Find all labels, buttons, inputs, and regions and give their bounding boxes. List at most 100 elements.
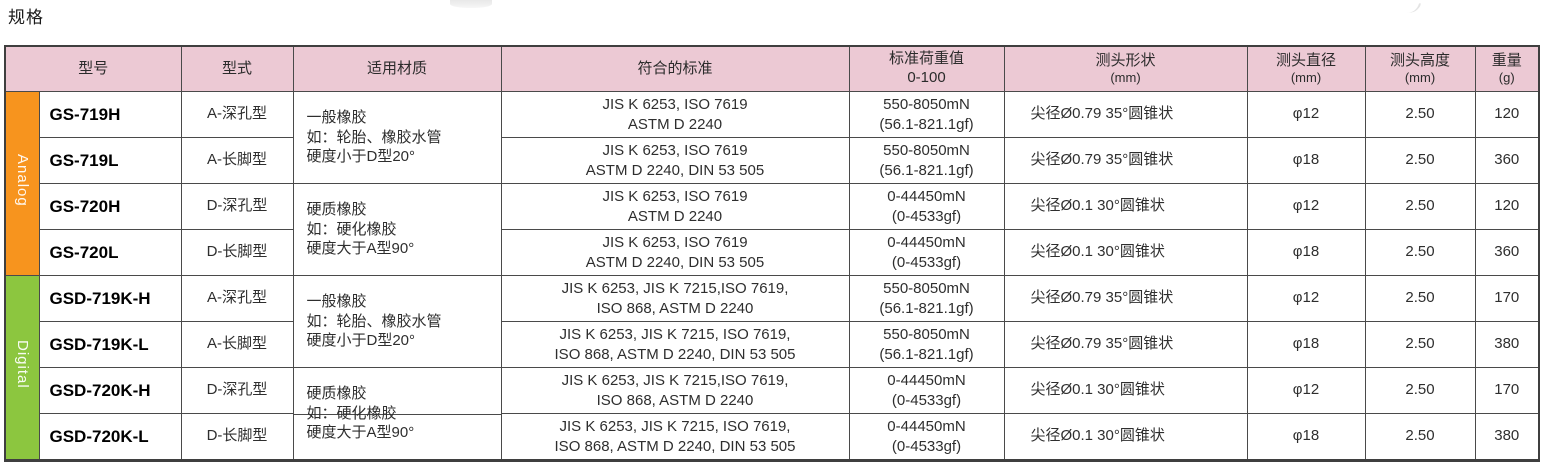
- type-cell: D-深孔型: [180, 367, 294, 414]
- header-diameter-unit: (mm): [1290, 70, 1322, 86]
- table-row-gs-719l: GS-719L A-长脚型 JIS K 6253, ISO 7619 ASTM …: [5, 137, 1540, 184]
- table-row-gs-720h: GS-720H D-深孔型 硬质橡胶 如：硬化橡胶 硬度大于A型90° JIS …: [5, 183, 1540, 276]
- load-line2: (0-4533gf): [891, 437, 962, 455]
- weight-cell: 380: [1474, 413, 1540, 461]
- load-line1: 0-44450mN: [887, 418, 966, 436]
- height-cell: 2.50: [1364, 367, 1476, 414]
- standards-cell: JIS K 6253, JIS K 7215,ISO 7619, ISO 868…: [500, 275, 850, 322]
- material-line1: 一般橡胶: [306, 292, 367, 310]
- header-height-unit: (mm): [1404, 70, 1436, 86]
- standards-line2: ASTM D 2240, DIN 53 505: [585, 253, 765, 271]
- standards-line1: JIS K 6253, ISO 7619: [602, 234, 748, 252]
- standards-line1: JIS K 6253, JIS K 7215, ISO 7619,: [559, 326, 791, 344]
- header-row: 型号 型式 适用材质 符合的标准 标准荷重值 0-100 测头形状 (mm) 测…: [4, 45, 1540, 92]
- height-cell: 2.50: [1364, 413, 1476, 461]
- standards-cell: JIS K 6253, ISO 7619 ASTM D 2240: [500, 183, 850, 230]
- material-line3: 硬度大于A型90°: [306, 240, 415, 258]
- diameter-cell: φ12: [1246, 275, 1366, 322]
- weight-cell: 170: [1474, 367, 1540, 414]
- load-line1: 550-8050mN: [883, 96, 970, 114]
- header-diameter-line1: 测头直径: [1275, 52, 1336, 70]
- type-cell: A-长脚型: [180, 137, 294, 184]
- model-cell: GSD-719K-H: [38, 275, 182, 322]
- group-strip-analog: Analog: [5, 91, 40, 276]
- shape-cell: 尖径Ø0.1 30°圆锥状: [1003, 183, 1248, 230]
- header-weight-line1: 重量: [1491, 52, 1522, 70]
- type-cell: A-深孔型: [180, 91, 294, 138]
- standards-line2: ISO 868, ASTM D 2240: [596, 391, 754, 409]
- material-line1: 硬质橡胶: [306, 200, 367, 218]
- material-line3: 硬度小于D型20°: [306, 148, 416, 166]
- shape-cell: 尖径Ø0.1 30°圆锥状: [1003, 229, 1248, 276]
- table-rule-artifact: [294, 413, 500, 415]
- diameter-cell: φ12: [1246, 183, 1366, 230]
- table-row-gsd-719k-h: Digital GSD-719K-H A-深孔型 一般橡胶 如：轮胎、橡胶水管 …: [5, 275, 1540, 461]
- height-cell: 2.50: [1364, 183, 1476, 230]
- header-height-line1: 测头高度: [1389, 52, 1450, 70]
- cropped-photo-remnant-center: [450, 0, 492, 8]
- load-line2: (56.1-821.1gf): [879, 299, 974, 317]
- material-cell: 一般橡胶 如：轮胎、橡胶水管 硬度小于D型20°: [292, 275, 502, 368]
- header-shape-unit: (mm): [1110, 70, 1141, 86]
- weight-cell: 170: [1474, 275, 1540, 322]
- header-weight-unit: (g): [1498, 70, 1515, 86]
- group-label-analog: Analog: [13, 154, 31, 207]
- header-load-line2: 0-100: [907, 69, 946, 86]
- standards-line1: JIS K 6253, JIS K 7215,ISO 7619,: [561, 372, 789, 390]
- load-line1: 0-44450mN: [887, 234, 966, 252]
- height-cell: 2.50: [1364, 229, 1476, 276]
- table-row-gsd-719k-l: GSD-719K-L A-长脚型 JIS K 6253, JIS K 7215,…: [5, 321, 1540, 368]
- material-line1: 一般橡胶: [306, 108, 367, 126]
- header-weight: 重量 (g): [1474, 45, 1540, 92]
- load-cell: 0-44450mN (0-4533gf): [848, 183, 1005, 230]
- shape-cell: 尖径Ø0.79 35°圆锥状: [1003, 275, 1248, 322]
- type-cell: D-长脚型: [180, 413, 294, 461]
- material-line1: 硬质橡胶: [306, 384, 367, 402]
- weight-cell: 120: [1474, 91, 1540, 138]
- standards-line2: ASTM D 2240, DIN 53 505: [585, 161, 765, 179]
- header-diameter: 测头直径 (mm): [1246, 45, 1366, 92]
- height-cell: 2.50: [1364, 91, 1476, 138]
- height-cell: 2.50: [1364, 321, 1476, 368]
- height-cell: 2.50: [1364, 275, 1476, 322]
- shape-cell: 尖径Ø0.79 35°圆锥状: [1003, 91, 1248, 138]
- header-model: 型号: [4, 45, 182, 92]
- load-line2: (0-4533gf): [891, 253, 962, 271]
- table-row-gs-719h: Analog GS-719H A-深孔型 一般橡胶 如：轮胎、橡胶水管 硬度小于…: [5, 91, 1540, 276]
- standards-cell: JIS K 6253, JIS K 7215, ISO 7619, ISO 86…: [500, 321, 850, 368]
- header-height: 测头高度 (mm): [1364, 45, 1476, 92]
- material-cell: 硬质橡胶 如：硬化橡胶 硬度大于A型90°: [292, 367, 502, 461]
- cropped-photo-remnant-right: [1390, 0, 1422, 16]
- group-label-digital: Digital: [13, 340, 31, 389]
- material-line2: 如：轮胎、橡胶水管: [306, 312, 442, 330]
- standards-line2: ASTM D 2240: [627, 207, 723, 225]
- shape-cell: 尖径Ø0.79 35°圆锥状: [1003, 321, 1248, 368]
- shape-cell: 尖径Ø0.1 30°圆锥状: [1003, 413, 1248, 461]
- material-cell: 硬质橡胶 如：硬化橡胶 硬度大于A型90°: [292, 183, 502, 276]
- diameter-cell: φ18: [1246, 229, 1366, 276]
- model-cell: GS-719H: [38, 91, 182, 138]
- standards-line2: ISO 868, ASTM D 2240, DIN 53 505: [554, 345, 796, 363]
- diameter-cell: φ18: [1246, 321, 1366, 368]
- standards-line1: JIS K 6253, JIS K 7215,ISO 7619,: [561, 280, 789, 298]
- load-line2: (56.1-821.1gf): [879, 345, 974, 363]
- table-row-gsd-720k-l: GSD-720K-L D-长脚型 JIS K 6253, JIS K 7215,…: [5, 413, 1540, 461]
- header-load-line1: 标准荷重值: [888, 50, 964, 68]
- diameter-cell: φ18: [1246, 413, 1366, 461]
- standards-line1: JIS K 6253, ISO 7619: [602, 142, 748, 160]
- type-cell: D-深孔型: [180, 183, 294, 230]
- diameter-cell: φ12: [1246, 367, 1366, 414]
- material-line3: 硬度大于A型90°: [306, 424, 415, 442]
- weight-cell: 360: [1474, 229, 1540, 276]
- material-cell: 一般橡胶 如：轮胎、橡胶水管 硬度小于D型20°: [292, 91, 502, 184]
- weight-cell: 380: [1474, 321, 1540, 368]
- standards-cell: JIS K 6253, ISO 7619 ASTM D 2240, DIN 53…: [500, 137, 850, 184]
- standards-line1: JIS K 6253, ISO 7619: [602, 188, 748, 206]
- standards-cell: JIS K 6253, ISO 7619 ASTM D 2240: [500, 91, 850, 138]
- load-line2: (56.1-821.1gf): [879, 115, 974, 133]
- header-material: 适用材质: [292, 45, 502, 92]
- weight-cell: 360: [1474, 137, 1540, 184]
- standards-line2: ISO 868, ASTM D 2240, DIN 53 505: [554, 437, 796, 455]
- table-row-gsd-720k-h: GSD-720K-H D-深孔型 硬质橡胶 如：硬化橡胶 硬度大于A型90° J…: [5, 367, 1540, 461]
- load-line1: 550-8050mN: [883, 326, 970, 344]
